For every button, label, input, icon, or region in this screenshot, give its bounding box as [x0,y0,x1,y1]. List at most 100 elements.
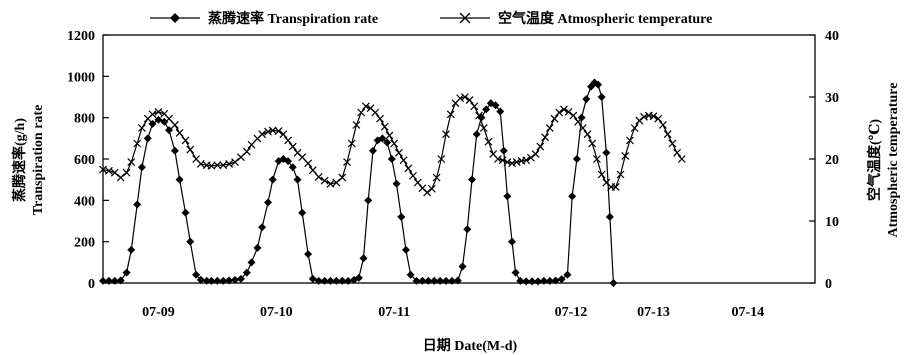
data-point [99,276,107,285]
data-point [293,175,302,184]
data-point [602,148,611,157]
right-y-axis-title-zh: 空气温度(℃) [866,119,883,201]
data-point [472,130,481,139]
data-point [470,102,479,111]
data-point [578,124,587,132]
data-point [533,277,542,286]
data-point [288,163,297,172]
data-point [320,176,329,185]
data-point [397,212,406,221]
data-point [409,171,417,180]
data-point [359,254,368,263]
data-point [219,161,228,170]
left-y-tick-label: 0 [88,277,95,292]
data-point [236,274,245,283]
data-point [354,273,363,282]
data-point [186,145,195,154]
data-point [522,277,531,286]
data-point [390,139,399,148]
data-point [160,117,169,126]
data-point [308,166,317,175]
data-point [512,158,521,167]
data-point [133,139,142,148]
left-y-tick-label: 1000 [67,70,95,85]
data-point [531,150,540,158]
legend-diamond-marker [170,13,180,23]
data-point [413,178,422,187]
data-point [314,173,323,181]
right-y-tick-label: 30 [825,91,839,106]
data-point [207,276,216,285]
data-point [127,158,136,167]
data-point [122,268,131,277]
data-point [447,276,456,285]
data-point [175,175,184,184]
data-point [564,107,573,116]
data-point [568,192,577,201]
data-point [482,105,491,114]
data-point [165,126,174,135]
data-point [399,156,408,165]
data-point [412,276,421,285]
data-point [418,276,427,285]
data-point [572,155,581,163]
data-point [143,134,152,143]
data-point [332,276,341,285]
data-point [404,164,413,173]
data-point [181,208,190,217]
left-y-axis-title: 蒸腾速率(g/h) Transpiration rate [11,105,46,216]
data-point [304,250,313,259]
data-point [508,237,517,246]
data-point [213,276,222,285]
data-point [154,107,163,116]
left-y-tick-label: 800 [74,112,95,127]
data-point [427,184,436,193]
series-layer [99,78,686,287]
data-point [170,120,179,129]
data-point [442,130,450,139]
data-point [467,175,476,184]
data-point [274,127,283,136]
data-point [406,270,415,279]
plot-frame [102,34,816,284]
data-point [332,178,341,187]
data-point [499,146,508,155]
data-point [503,158,512,167]
data-point [394,148,403,157]
data-point [654,114,663,123]
data-point [635,116,644,125]
series-transpiration [99,78,618,287]
data-point [465,96,474,105]
data-point [597,170,606,179]
data-point [264,127,272,136]
data-point [347,139,356,148]
data-point [268,175,277,184]
data-point [196,275,205,284]
data-point [361,102,370,111]
data-point [104,276,113,285]
data-point [338,276,347,285]
data-point [279,130,288,139]
data-point [516,276,525,285]
data-point [110,276,119,285]
data-point [460,93,469,101]
data-point [541,133,549,142]
data-point [116,173,125,182]
data-point [385,131,394,140]
data-point [609,279,618,287]
data-point [621,151,630,160]
right-y-axis-title: 空气温度(℃) Atmospheric temperature [866,83,901,238]
data-point [284,157,293,166]
data-point [574,117,582,126]
data-point [133,200,142,209]
data-point [284,136,292,145]
data-point [247,258,256,267]
data-point [484,137,493,146]
data-point [213,161,222,170]
data-point [401,245,410,254]
data-point [588,139,597,148]
data-point [326,276,335,285]
data-point [491,101,500,110]
data-point [508,159,516,168]
